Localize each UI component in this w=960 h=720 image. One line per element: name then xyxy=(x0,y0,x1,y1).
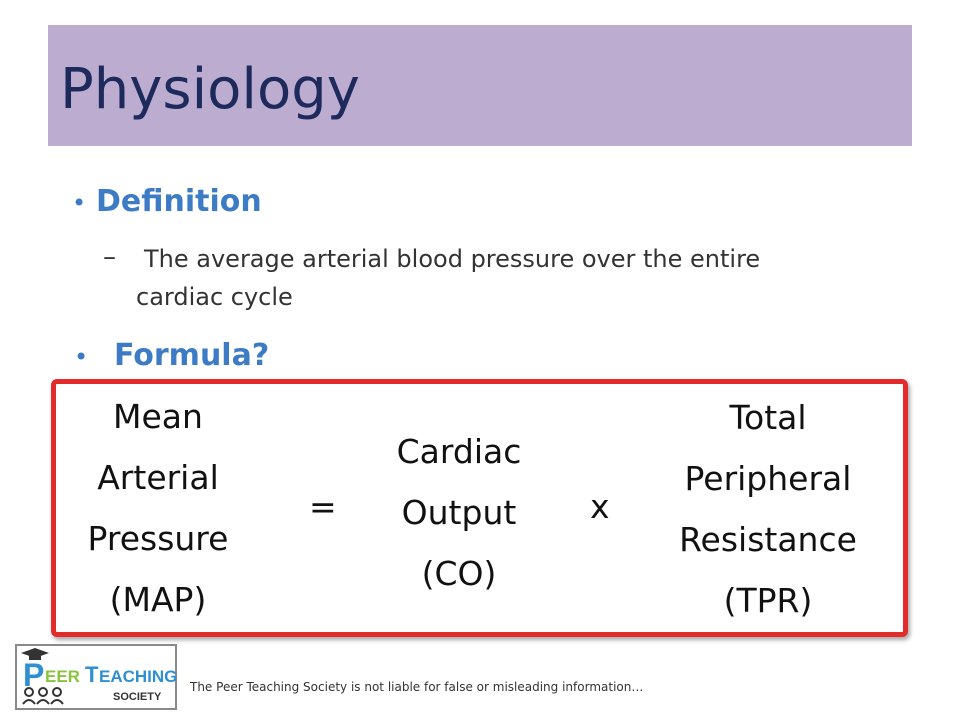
svg-text:T: T xyxy=(85,662,99,687)
svg-text:EACHING: EACHING xyxy=(99,667,177,686)
formula-box: Mean Arterial Pressure (MAP) = Cardiac O… xyxy=(51,379,908,637)
formula-lhs: Mean Arterial Pressure (MAP) xyxy=(58,386,258,630)
formula-times: x xyxy=(590,487,610,526)
svg-text:P: P xyxy=(23,657,44,693)
sub-bullet-dash: – xyxy=(103,242,116,272)
peer-teaching-society-logo: P EER T EACHING SOCIETY xyxy=(15,644,177,710)
formula-rhs-line: Total xyxy=(729,398,807,437)
svg-text:EER: EER xyxy=(45,667,80,686)
bullet-dot: • xyxy=(72,189,87,217)
formula-middle-line: Output xyxy=(401,493,517,532)
formula-middle-line: Cardiac xyxy=(396,432,522,471)
bullet-dot: • xyxy=(74,343,89,371)
bullet-definition: Definition xyxy=(96,184,262,219)
formula-rhs: Total Peripheral Resistance (TPR) xyxy=(653,387,883,631)
formula-rhs-line: (TPR) xyxy=(723,581,813,620)
formula-middle: Cardiac Output (CO) xyxy=(359,421,559,604)
formula-rhs-line: Peripheral xyxy=(684,459,852,498)
formula-middle-line: (CO) xyxy=(421,554,497,593)
formula-rhs-line: Resistance xyxy=(679,520,857,559)
formula-equals: = xyxy=(309,487,337,526)
definition-text: The average arterial blood pressure over… xyxy=(136,245,761,311)
title-band xyxy=(48,25,912,146)
formula-lhs-line: Arterial xyxy=(97,458,219,497)
svg-text:SOCIETY: SOCIETY xyxy=(113,691,162,703)
formula-lhs-line: Mean xyxy=(113,397,203,436)
footer-disclaimer: The Peer Teaching Society is not liable … xyxy=(190,680,644,694)
bullet-formula: Formula? xyxy=(114,338,270,373)
formula-lhs-line: Pressure xyxy=(87,519,229,558)
formula-lhs-line: (MAP) xyxy=(109,580,207,619)
slide-title: Physiology xyxy=(60,57,360,122)
